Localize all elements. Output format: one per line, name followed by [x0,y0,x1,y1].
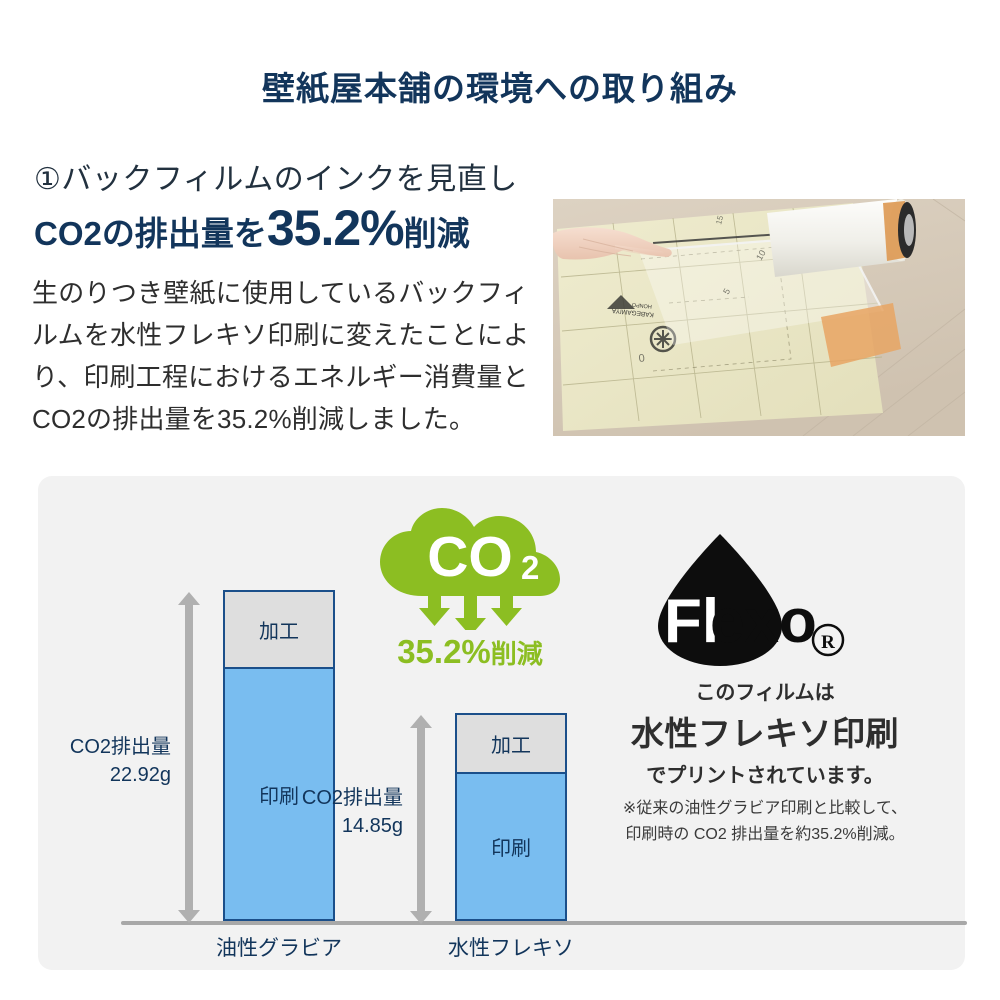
comparison-panel: 加工 印刷 加工 印刷 CO2排出量 22.92g [36,476,967,970]
bar-flexo: 加工 印刷 [455,713,567,921]
co2-cloud-icon: CO 2 [380,508,560,630]
flexo-logo: Fl exo R [590,530,940,670]
axis-label-gravure: 油性グラビア [216,937,342,960]
flexo-note-line-1: ※従来の油性グラビア印刷と比較して、 [622,800,908,817]
arrow-head-down-icon [410,911,432,924]
registered-mark-icon: R [811,623,845,657]
intro-body-copy: 生のりつき壁紙に使用しているバックフィルムを水性フレキソ印刷に変えたことにより、… [32,278,530,434]
bar-flexo-printing-segment: 印刷 [457,774,565,919]
svg-text:15: 15 [714,214,725,225]
value-label-flexo-amount: 14.85g [341,815,403,837]
co2-reduction-suffix: 削減 [490,639,543,669]
co2-reduction-value: 35.2% [397,633,491,670]
co2-reduction-text: 35.2%削減 [370,633,570,671]
svg-text:5: 5 [721,287,732,296]
value-label-gravure-amount: 22.92g [109,764,171,786]
chart-baseline [121,921,967,925]
value-label-flexo: CO2排出量 14.85g [268,784,403,840]
bar-gravure-printing-segment: 印刷 [225,669,333,919]
intro-lead-line: ①バックフィルムのインクを見直し [34,163,518,196]
arrow-shaft [417,726,425,913]
flexo-logo-text-black: exo [710,587,817,656]
flexo-note-line-2: 印刷時の CO2 排出量を約35.2%削減。 [625,826,905,843]
axis-label-flexo: 水性フレキソ [448,937,574,960]
arrow-head-up-icon [410,715,432,728]
page-title: 壁紙屋本舗の環境への取り組み [262,70,738,107]
svg-text:10: 10 [754,248,768,262]
measure-arrow-gravure [178,592,200,923]
co2-down-arrows-icon [419,596,522,630]
flexo-caption-big: 水性フレキソ印刷 [631,715,899,752]
value-label-gravure: CO2排出量 22.92g [36,733,171,789]
bar-gravure-processing-segment: 加工 [225,592,333,669]
svg-text:KABEGAMIYA: KABEGAMIYA [611,307,654,318]
flexo-info-block: Fl exo R このフィルムは 水性フレキソ印刷 でプリントされています。 ※… [590,530,940,848]
svg-text:0: 0 [638,352,645,365]
bar-gravure: 加工 印刷 [223,590,335,921]
arrow-head-down-icon [178,910,200,923]
svg-text:R: R [821,632,835,653]
arrow-shaft [185,603,193,912]
headline-value: 35.2% [266,200,405,256]
value-label-flexo-title: CO2排出量 [301,787,403,809]
measure-arrow-flexo [410,715,432,924]
flexo-droplet-icon: Fl exo R [658,534,845,666]
co2-cloud-subscript: 2 [521,549,539,586]
headline-suffix: 削減 [403,215,470,252]
photo-illustration: KABEGAMIYA HONPO [553,199,965,436]
svg-text:HONPO: HONPO [631,301,652,309]
headline-prefix: CO2の排出量を [34,215,267,252]
intro-headline: CO2の排出量を 35.2% 削減 [34,200,470,256]
flexo-note: ※従来の油性グラビア印刷と比較して、 印刷時の CO2 排出量を約35.2%削減… [590,796,940,848]
co2-reduction-badge: CO 2 35.2%削減 [370,500,570,690]
flexo-caption-mid: でプリントされています。 [646,765,884,787]
wallpaper-film-photo: KABEGAMIYA HONPO [553,199,965,436]
arrow-head-up-icon [178,592,200,605]
bar-flexo-processing-segment: 加工 [457,715,565,774]
flexo-logo-text-white: Fl [664,587,719,656]
flexo-caption-small: このフィルムは [695,682,835,704]
co2-cloud-label: CO [427,525,513,589]
co2-bar-chart: 加工 印刷 加工 印刷 CO2排出量 22.92g [36,476,967,970]
value-label-gravure-title: CO2排出量 [69,736,171,758]
